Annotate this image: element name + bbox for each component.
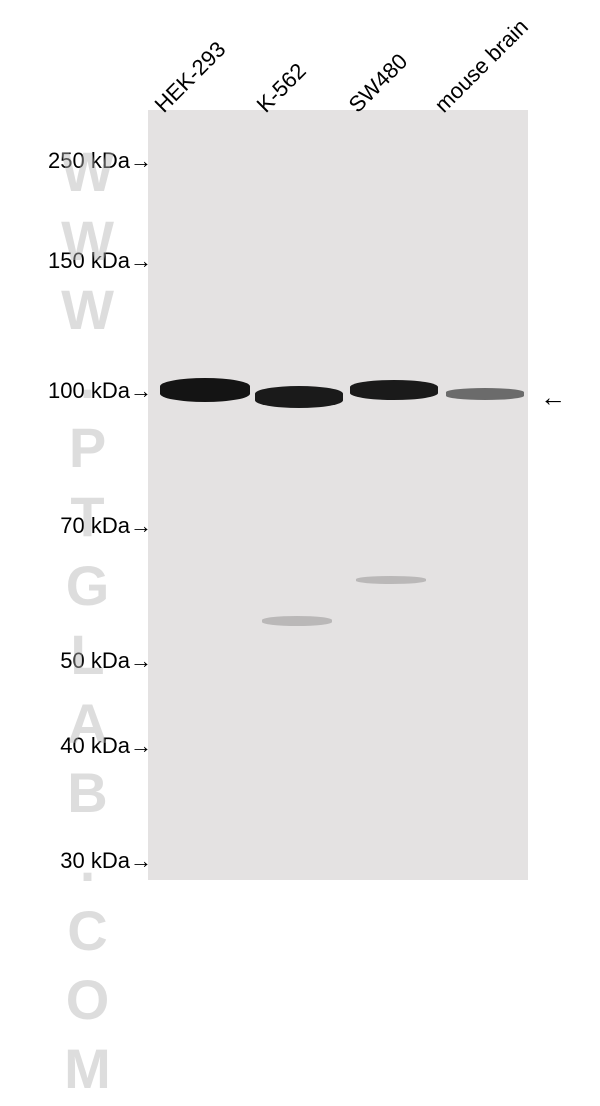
lane-label-2: K-562 [252,58,312,118]
mw-label-150: 150 kDa→ [0,248,130,274]
mw-label-100: 100 kDa→ [0,378,130,404]
mw-label-40: 40 kDa→ [0,733,130,759]
mw-label-50: 50 kDa→ [0,648,130,674]
lane-label-3: SW480 [344,49,413,118]
target-band-arrow: ← [540,382,566,413]
band-lane2-main [255,386,343,408]
band-lane3-faint [356,576,426,584]
mw-label-250: 250 kDa→ [0,148,130,174]
blot-membrane [148,110,528,880]
band-lane2-faint [262,616,332,626]
lane-label-1: HEK-293 [150,36,232,118]
band-lane4-main [446,388,524,400]
watermark-text: WWW.PTGLAB.COM [55,140,120,1106]
band-lane1-main [160,378,250,402]
mw-label-30: 30 kDa→ [0,848,130,874]
lane-label-4: mouse brain [430,14,534,118]
mw-label-70: 70 kDa→ [0,513,130,539]
band-lane3-main [350,380,438,400]
